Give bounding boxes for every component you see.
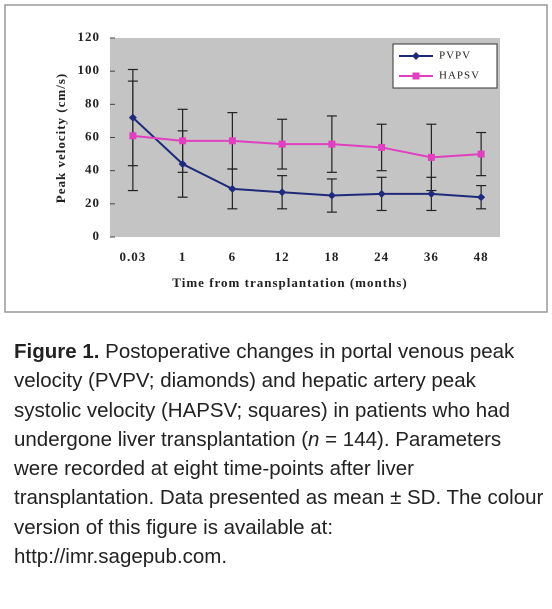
point — [228, 137, 236, 145]
caption: Figure 1. Postoperative changes in porta… — [14, 337, 544, 571]
point — [129, 132, 137, 140]
legend-label: PVPV — [439, 50, 471, 62]
y-tick-label: 0 — [93, 228, 101, 243]
x-tick-label: 18 — [324, 249, 339, 264]
point — [427, 153, 435, 161]
point — [328, 140, 336, 148]
series-line — [132, 116, 482, 199]
y-tick-label: 20 — [85, 195, 100, 210]
legend-marker — [412, 72, 420, 80]
point — [278, 140, 286, 148]
y-tick-label: 80 — [85, 95, 100, 110]
legend-label: HAPSV — [439, 70, 480, 82]
y-tick-label: 100 — [78, 62, 101, 77]
caption-text: Postoperative changes in portal venous p… — [14, 340, 515, 451]
y-tick-label: 60 — [85, 128, 100, 143]
point — [327, 191, 336, 200]
x-axis-label: Time from transplantation (months) — [172, 275, 407, 290]
point — [427, 189, 436, 198]
x-tick-label: 6 — [229, 249, 237, 264]
y-tick-label: 120 — [78, 29, 101, 44]
point — [128, 113, 137, 122]
x-tick-label: 1 — [179, 249, 187, 264]
y-tick-label: 40 — [85, 162, 100, 177]
point — [477, 193, 486, 202]
chart: Peak velocity (cm/s) Time from transplan… — [4, 4, 548, 313]
x-tick-label: 12 — [275, 249, 290, 264]
x-tick-label: 36 — [424, 249, 439, 264]
point — [378, 143, 386, 151]
point — [278, 188, 287, 197]
x-tick-label: 48 — [474, 249, 489, 264]
caption-label: Figure 1. — [14, 340, 100, 363]
point — [477, 150, 485, 158]
legend-box — [392, 43, 498, 89]
point — [179, 137, 187, 145]
point — [178, 160, 187, 169]
caption-text: = 144). Parameters were recorded at eigh… — [14, 427, 544, 569]
x-tick-label: 24 — [374, 249, 389, 264]
caption-italic: n — [308, 427, 320, 451]
point — [228, 184, 237, 193]
series-line — [132, 134, 482, 159]
x-tick-label: 0.03 — [120, 249, 147, 264]
y-axis-label: Peak velocity (cm/s) — [53, 73, 68, 203]
point — [377, 189, 386, 198]
legend-marker — [412, 52, 420, 60]
